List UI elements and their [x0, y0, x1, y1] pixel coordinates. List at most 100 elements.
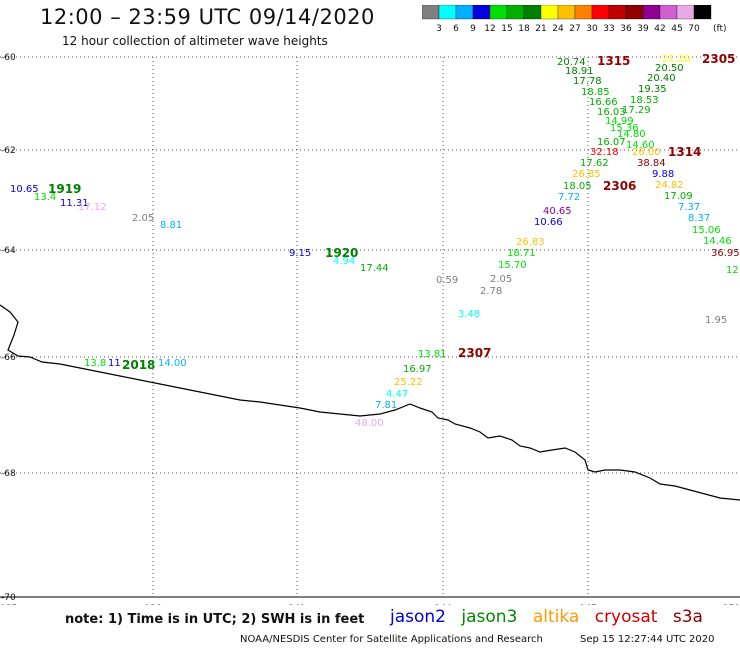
wave-height-label: 13.8	[84, 358, 106, 369]
wave-height-label: 18.91	[565, 66, 594, 77]
wave-height-label: 15.06	[692, 225, 721, 236]
wave-height-label: 26.85	[572, 169, 601, 180]
lat-label: -62	[1, 146, 16, 156]
longitude-labels: 135 138 141 144 147 150	[0, 604, 740, 605]
wave-height-label: 2.05	[490, 274, 512, 285]
colorbar-label: 15	[501, 24, 512, 34]
lon-label: 138	[144, 604, 161, 605]
wave-height-label: 16.03	[597, 107, 626, 118]
wave-height-label: 20.74	[557, 57, 586, 68]
lon-label: 150	[723, 604, 740, 605]
lat-label: -66	[1, 353, 16, 363]
wave-height-label: 8.37	[688, 213, 710, 224]
wave-height-label: 17.12	[78, 202, 107, 213]
lat-label: -60	[1, 53, 16, 63]
wave-height-label: 14.99	[605, 116, 634, 127]
wave-height-label: 3.48	[458, 309, 480, 320]
lat-label: -64	[1, 246, 16, 256]
colorbar-label: 18	[518, 24, 530, 34]
wave-height-label: 9.15	[289, 248, 311, 259]
wave-height-label: 25.22	[394, 377, 423, 388]
pass-time-label: 2307	[458, 346, 491, 360]
wave-height-label: 36.95	[711, 248, 740, 259]
colorbar: 3 6 9 12 15 18 21 24 27 30 33 36 39 42 45 70 (ft)	[422, 5, 727, 34]
wave-height-label: 16.97	[403, 364, 432, 375]
wave-height-label: 11.31	[60, 198, 89, 209]
colorbar-label: 24	[552, 24, 564, 34]
wave-height-label: 17.62	[580, 158, 609, 169]
wave-height-label: 48.00	[355, 418, 384, 429]
wave-height-label: 15.70	[498, 260, 527, 271]
colorbar-label: 45	[671, 24, 682, 34]
timestamp: Sep 15 12:27:44 UTC 2020	[580, 634, 715, 645]
wave-height-label: 7.81	[375, 400, 397, 411]
pass-time-label: 2018	[122, 358, 155, 372]
pass-time-label: 1920	[325, 246, 358, 260]
wave-height-label: 13.4	[34, 192, 56, 203]
wave-height-label: 38.84	[637, 158, 666, 169]
lat-label: -68	[1, 469, 16, 479]
footer-note: note: 1) Time is in UTC; 2) SWH is in fe…	[65, 612, 365, 627]
wave-height-label: 17.44	[360, 263, 389, 274]
legend-cryosat: cryosat	[594, 607, 658, 627]
wave-height-label: 14.60	[626, 140, 655, 151]
lon-label: 141	[288, 604, 305, 605]
legend-jason3: jason3	[461, 607, 518, 627]
wave-height-label: 18.05	[563, 181, 592, 192]
colorbar-label: 36	[620, 24, 632, 34]
pass-time-label: 2305	[702, 52, 735, 66]
wave-height-label: 21.20	[662, 54, 691, 65]
colorbar-label: 9	[470, 24, 476, 34]
legend-jason2: jason2	[390, 607, 446, 627]
wave-height-label: 1.95	[705, 315, 727, 326]
wave-height-label: 14.46	[703, 236, 732, 247]
grid	[0, 56, 740, 598]
wave-height-label: 18.53	[630, 95, 659, 106]
wave-height-label: 2.05	[132, 213, 154, 224]
colorbar-label: 27	[569, 24, 580, 34]
wave-height-label: 9.88	[652, 169, 674, 180]
wave-height-label: 24.82	[655, 180, 684, 191]
wave-height-label: 13.81	[418, 349, 447, 360]
lat-label: -70	[1, 593, 16, 603]
pass-time-label: 2306	[603, 179, 636, 193]
wave-height-label: 18.85	[581, 87, 610, 98]
wave-height-label: 17.78	[573, 76, 602, 87]
wave-height-label: 2.78	[480, 286, 502, 297]
colorbar-label: 3	[436, 24, 442, 34]
colorbar-label: 6	[453, 24, 459, 34]
wave-height-label: 0.59	[436, 275, 458, 286]
wave-height-label: 4.47	[386, 389, 408, 400]
lon-label: 135	[0, 604, 17, 605]
colorbar-label: 12	[484, 24, 495, 34]
wave-height-label: 16.66	[589, 97, 618, 108]
wave-height-label: 14.00	[158, 358, 187, 369]
latitude-labels: -60 -62 -64 -66 -68 -70	[1, 53, 16, 603]
legend-s3a: s3a	[672, 607, 703, 627]
wave-height-label: 26.00	[632, 147, 661, 158]
wave-height-label: 11	[108, 358, 121, 369]
credit-text: NOAA/NESDIS Center for Satellite Applica…	[240, 634, 543, 645]
colorbar-label: 21	[535, 24, 546, 34]
colorbar-label: 33	[603, 24, 614, 34]
colorbar-label: 70	[688, 24, 700, 34]
wave-height-label: 15.36	[610, 123, 639, 134]
wave-height-label: 12	[726, 265, 739, 276]
colorbar-swatch	[693, 5, 712, 20]
lon-label: 147	[579, 604, 596, 605]
colorbar-label: 42	[654, 24, 665, 34]
chart-subtitle: 12 hour collection of altimeter wave hei…	[62, 34, 328, 48]
lon-label: 144	[434, 604, 451, 605]
legend-altika: altika	[532, 607, 580, 627]
wave-height-label: 10.66	[534, 217, 563, 228]
wave-height-label: 20.50	[655, 63, 684, 74]
wave-height-label: 32.18	[590, 147, 619, 158]
chart-title: 12:00 – 23:59 UTC 09/14/2020	[40, 5, 375, 29]
wave-height-label: 8.81	[160, 220, 182, 231]
satellite-legend: jason2 jason3 altika cryosat s3a	[390, 607, 713, 627]
wave-height-label: 20.40	[647, 73, 676, 84]
coastline	[0, 304, 740, 501]
wave-height-label: 14.80	[617, 129, 646, 140]
wave-height-map: 20.7418.9117.7818.8516.6616.0314.9915.36…	[0, 52, 740, 605]
colorbar-label: 39	[637, 24, 649, 34]
